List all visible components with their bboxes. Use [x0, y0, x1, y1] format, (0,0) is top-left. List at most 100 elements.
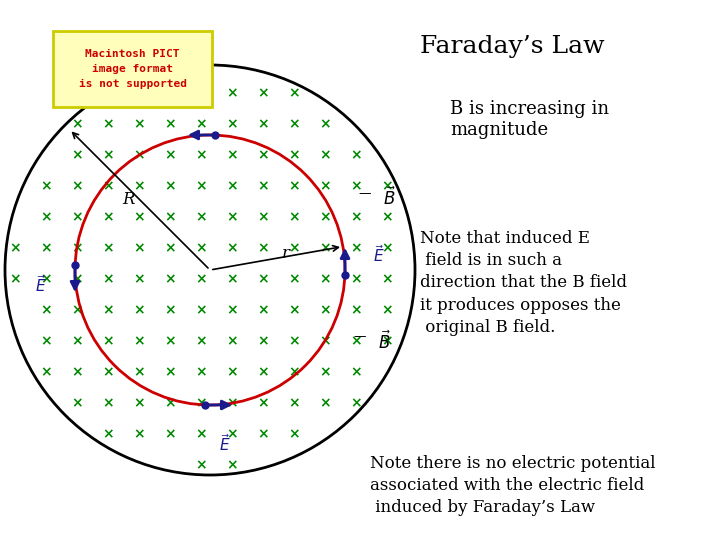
Text: ×: × — [288, 427, 300, 441]
Text: ×: × — [257, 272, 269, 286]
Text: ×: × — [71, 117, 83, 131]
Text: ×: × — [164, 303, 176, 317]
Text: ×: × — [195, 458, 207, 472]
Text: ×: × — [381, 334, 393, 348]
Text: ×: × — [102, 427, 114, 441]
Text: ×: × — [195, 365, 207, 379]
Text: ×: × — [350, 179, 362, 193]
Text: $\vec{E}$: $\vec{E}$ — [35, 274, 47, 295]
Text: —: — — [354, 330, 366, 343]
Text: ×: × — [71, 179, 83, 193]
Text: ×: × — [350, 396, 362, 410]
Text: ×: × — [257, 117, 269, 131]
Text: ×: × — [288, 148, 300, 162]
Text: ×: × — [164, 396, 176, 410]
Text: ×: × — [350, 303, 362, 317]
Text: ×: × — [102, 148, 114, 162]
Text: ×: × — [102, 334, 114, 348]
Text: Macintosh PICT
image format
is not supported: Macintosh PICT image format is not suppo… — [78, 49, 186, 89]
Text: ×: × — [226, 241, 238, 255]
Text: ×: × — [195, 427, 207, 441]
Text: ×: × — [381, 241, 393, 255]
Text: ×: × — [133, 427, 145, 441]
Text: $\vec{E}$: $\vec{E}$ — [194, 89, 206, 110]
Text: ×: × — [102, 365, 114, 379]
Text: ×: × — [288, 179, 300, 193]
Text: ×: × — [319, 334, 330, 348]
Text: R: R — [122, 191, 135, 208]
Text: ×: × — [226, 427, 238, 441]
Text: ×: × — [319, 210, 330, 224]
Text: ×: × — [257, 179, 269, 193]
Text: ×: × — [133, 303, 145, 317]
Text: ×: × — [40, 365, 52, 379]
Text: ×: × — [71, 148, 83, 162]
Text: ×: × — [226, 396, 238, 410]
Text: ×: × — [195, 272, 207, 286]
Text: ×: × — [102, 272, 114, 286]
Text: $\vec{E}$: $\vec{E}$ — [373, 245, 384, 266]
Text: ×: × — [133, 365, 145, 379]
Text: ×: × — [257, 148, 269, 162]
Text: ×: × — [164, 148, 176, 162]
Text: ×: × — [226, 179, 238, 193]
Text: ×: × — [195, 210, 207, 224]
Text: Faraday’s Law: Faraday’s Law — [420, 35, 605, 58]
Text: ×: × — [40, 210, 52, 224]
Text: ×: × — [71, 396, 83, 410]
Text: ×: × — [71, 334, 83, 348]
Text: ×: × — [195, 303, 207, 317]
Text: ×: × — [40, 272, 52, 286]
Text: ×: × — [133, 272, 145, 286]
Text: ×: × — [195, 334, 207, 348]
Text: Note that induced E
 field is in such a
direction that the B field
it produces o: Note that induced E field is in such a d… — [420, 230, 627, 336]
Text: ×: × — [381, 210, 393, 224]
Text: ×: × — [288, 365, 300, 379]
Text: ×: × — [195, 241, 207, 255]
Text: ×: × — [195, 86, 207, 100]
Text: ×: × — [226, 210, 238, 224]
Text: ×: × — [9, 241, 21, 255]
Text: ×: × — [226, 458, 238, 472]
Text: ×: × — [257, 427, 269, 441]
Text: ×: × — [319, 303, 330, 317]
Text: ×: × — [381, 303, 393, 317]
Text: ×: × — [133, 334, 145, 348]
Text: ×: × — [133, 148, 145, 162]
Text: ×: × — [164, 427, 176, 441]
Text: ×: × — [288, 272, 300, 286]
Text: ×: × — [71, 365, 83, 379]
Text: ×: × — [257, 241, 269, 255]
Text: ×: × — [319, 148, 330, 162]
Text: ×: × — [319, 179, 330, 193]
Text: B is increasing in
magnitude: B is increasing in magnitude — [450, 100, 609, 139]
Text: ×: × — [350, 241, 362, 255]
Text: r: r — [282, 245, 289, 262]
Text: ×: × — [226, 148, 238, 162]
Text: ×: × — [164, 334, 176, 348]
Text: ×: × — [40, 179, 52, 193]
Text: ×: × — [226, 365, 238, 379]
Text: ×: × — [164, 86, 176, 100]
Text: $\vec{B}$: $\vec{B}$ — [377, 330, 391, 353]
Text: ×: × — [102, 396, 114, 410]
Text: ×: × — [350, 210, 362, 224]
Text: ×: × — [40, 241, 52, 255]
Text: ×: × — [381, 272, 393, 286]
Text: ×: × — [350, 365, 362, 379]
Text: ×: × — [102, 303, 114, 317]
Text: ×: × — [133, 241, 145, 255]
Text: ×: × — [40, 303, 52, 317]
Text: ×: × — [195, 148, 207, 162]
Text: ×: × — [164, 365, 176, 379]
Text: ×: × — [288, 86, 300, 100]
Text: ×: × — [102, 210, 114, 224]
Text: ×: × — [226, 303, 238, 317]
Text: ×: × — [164, 210, 176, 224]
FancyBboxPatch shape — [53, 31, 212, 107]
Text: ×: × — [257, 334, 269, 348]
Text: $\vec{B}$: $\vec{B}$ — [382, 187, 396, 210]
Text: ×: × — [319, 241, 330, 255]
Text: ×: × — [195, 117, 207, 131]
Text: ×: × — [102, 117, 114, 131]
